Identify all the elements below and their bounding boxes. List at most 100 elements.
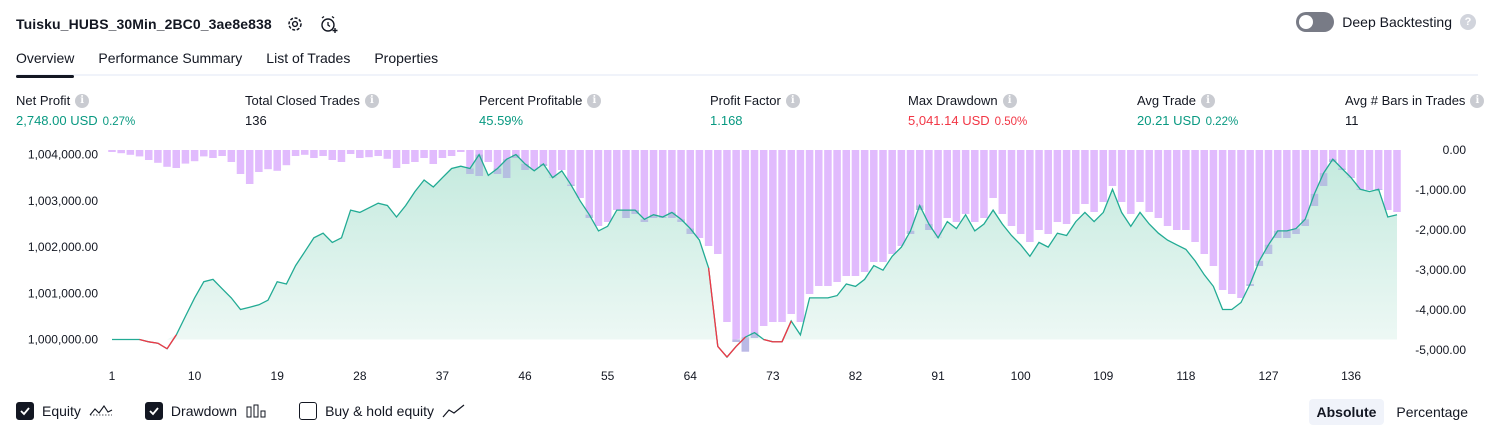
left-axis-tick-label: 1,002,000.00 — [28, 240, 98, 254]
drawdown-bar — [953, 150, 961, 222]
drawdown-overlap-bar — [521, 164, 529, 170]
drawdown-bar — [980, 150, 988, 218]
legend-buy-hold[interactable]: Buy & hold equity — [299, 402, 466, 420]
metric-avg-bars-in-trades: Avg # Bars in Trades i 11 — [1345, 93, 1484, 128]
x-axis-tick-label: 136 — [1341, 369, 1361, 383]
legend-drawdown[interactable]: Drawdown — [145, 402, 267, 420]
metric-label: Max Drawdown — [908, 93, 998, 108]
drawdown-bar — [127, 150, 135, 155]
drawdown-bar — [999, 150, 1007, 214]
x-axis-tick-label: 1 — [109, 369, 116, 383]
legend-label: Drawdown — [171, 403, 237, 419]
drawdown-bar — [787, 150, 795, 314]
drawdown-bar — [1219, 150, 1227, 290]
alarm-add-icon[interactable] — [318, 13, 340, 35]
drawdown-bar — [650, 150, 658, 218]
info-icon[interactable]: i — [1470, 94, 1484, 108]
x-axis-tick-label: 46 — [518, 369, 532, 383]
drawdown-bar — [310, 150, 318, 158]
drawdown-bar — [1200, 150, 1208, 254]
tab-overview[interactable]: Overview — [16, 44, 74, 76]
info-icon[interactable]: i — [1201, 94, 1215, 108]
equity-below-segment — [718, 346, 727, 357]
header: Tuisku_HUBS_30Min_2BC0_3ae8e838 — [16, 10, 340, 38]
drawdown-overlap-bar — [1283, 231, 1291, 238]
equity-checkbox[interactable] — [16, 402, 34, 420]
drawdown-bar — [1357, 150, 1365, 190]
metric-label: Avg # Bars in Trades — [1345, 93, 1465, 108]
info-icon[interactable]: i — [587, 94, 601, 108]
drawdown-bar — [1366, 150, 1374, 190]
drawdown-bar — [742, 150, 750, 352]
drawdown-bar — [1026, 150, 1034, 242]
drawdown-bar — [255, 150, 263, 172]
percentage-button[interactable]: Percentage — [1388, 399, 1476, 425]
x-axis-tick-label: 82 — [849, 369, 863, 383]
drawdown-bar — [907, 150, 915, 234]
buy-hold-line-icon — [442, 403, 466, 419]
drawdown-bar — [971, 150, 979, 222]
drawdown-overlap-bar — [466, 168, 474, 174]
drawdown-bar — [1256, 150, 1264, 266]
x-axis: 1 10 19 28 37 46 55 64 73 82 91 100 109 118 127 136 — [109, 369, 1362, 383]
drawdown-bar — [1375, 150, 1383, 190]
drawdown-bar — [283, 150, 291, 165]
info-icon[interactable]: i — [786, 94, 800, 108]
metric-value: 2,748.00 USD — [16, 113, 98, 128]
drawdown-bar — [485, 150, 493, 162]
right-axis-tick-label: -3,000.00 — [1415, 263, 1466, 277]
metric-label: Net Profit — [16, 93, 70, 108]
tab-list-of-trades[interactable]: List of Trades — [266, 44, 350, 76]
drawdown-bar — [347, 150, 355, 154]
drawdown-bar — [962, 150, 970, 214]
buy-hold-checkbox[interactable] — [299, 402, 317, 420]
equity-drawdown-chart[interactable]: 1,004,000.00 1,003,000.00 1,002,000.00 1,00… — [0, 140, 1494, 394]
tab-properties[interactable]: Properties — [374, 44, 438, 76]
equity-line-icon — [89, 403, 113, 419]
gear-icon[interactable] — [284, 13, 306, 35]
x-axis-tick-label: 109 — [1093, 369, 1113, 383]
drawdown-bar — [117, 150, 125, 153]
drawdown-bar — [273, 150, 281, 171]
drawdown-bar — [604, 150, 612, 222]
drawdown-bar — [1035, 150, 1043, 230]
drawdown-bar — [686, 150, 694, 234]
tab-performance-summary[interactable]: Performance Summary — [98, 44, 242, 76]
x-axis-tick-label: 37 — [436, 369, 450, 383]
info-icon[interactable]: i — [365, 94, 379, 108]
drawdown-bar — [1008, 150, 1016, 226]
drawdown-bar — [677, 150, 685, 222]
question-icon[interactable]: ? — [1460, 14, 1476, 30]
left-axis-tick-label: 1,004,000.00 — [28, 148, 98, 162]
drawdown-bar — [237, 150, 245, 174]
info-icon[interactable]: i — [75, 94, 89, 108]
equity-below-segment — [727, 346, 736, 357]
drawdown-checkbox[interactable] — [145, 402, 163, 420]
metric-percent: 0.50% — [995, 116, 1028, 128]
drawdown-bar — [1072, 150, 1080, 214]
metric-percent: 0.27% — [103, 116, 136, 128]
drawdown-bar — [714, 150, 722, 254]
left-axis: 1,004,000.001,003,000.001,002,000.001,00… — [28, 148, 98, 347]
drawdown-bar — [191, 150, 199, 161]
x-axis-tick-label: 118 — [1176, 369, 1195, 383]
drawdown-bar — [843, 150, 851, 276]
absolute-button[interactable]: Absolute — [1309, 399, 1385, 425]
chart-legend: Equity Drawdown Buy & hold equity — [16, 402, 466, 420]
metric-profit-factor: Profit Factor i 1.168 — [710, 93, 800, 128]
drawdown-bar — [1081, 150, 1089, 204]
metric-value: 136 — [245, 113, 267, 128]
drawdown-bar — [595, 150, 603, 226]
drawdown-bar — [163, 150, 171, 167]
drawdown-bar — [319, 150, 327, 156]
info-icon[interactable]: i — [1003, 94, 1017, 108]
metric-label: Total Closed Trades — [245, 93, 360, 108]
drawdown-bars-icon — [245, 403, 267, 419]
legend-equity[interactable]: Equity — [16, 402, 113, 420]
deep-backtesting-toggle[interactable] — [1296, 12, 1334, 32]
right-axis: 0.00 -1,000.00 -2,000.00 -3,000.00 -4,000.00… — [1415, 143, 1466, 357]
drawdown-bar — [429, 150, 437, 164]
metric-net-profit: Net Profit i 2,748.00 USD 0.27% — [16, 93, 135, 128]
drawdown-bar — [1127, 150, 1135, 214]
drawdown-bar — [705, 150, 713, 246]
